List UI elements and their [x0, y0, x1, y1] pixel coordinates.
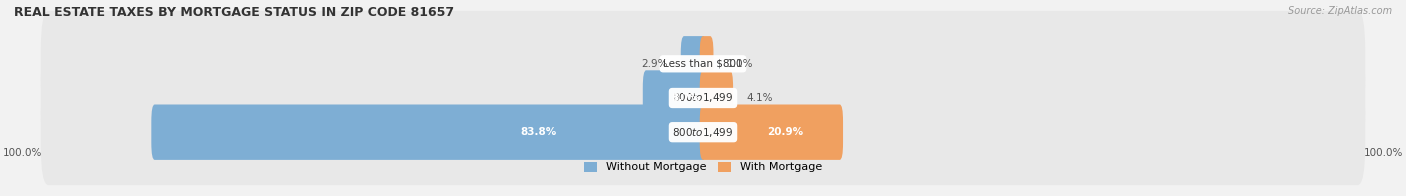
Text: Source: ZipAtlas.com: Source: ZipAtlas.com [1288, 6, 1392, 16]
Text: 83.8%: 83.8% [520, 127, 557, 137]
FancyBboxPatch shape [681, 36, 706, 92]
Text: 100.0%: 100.0% [1364, 148, 1403, 158]
Text: 20.9%: 20.9% [768, 127, 803, 137]
Text: 100.0%: 100.0% [3, 148, 42, 158]
FancyBboxPatch shape [700, 36, 713, 92]
Legend: Without Mortgage, With Mortgage: Without Mortgage, With Mortgage [583, 162, 823, 172]
FancyBboxPatch shape [643, 70, 706, 126]
FancyBboxPatch shape [700, 104, 844, 160]
Text: $800 to $1,499: $800 to $1,499 [672, 92, 734, 104]
FancyBboxPatch shape [41, 45, 1365, 151]
Text: 4.1%: 4.1% [747, 93, 773, 103]
Text: REAL ESTATE TAXES BY MORTGAGE STATUS IN ZIP CODE 81657: REAL ESTATE TAXES BY MORTGAGE STATUS IN … [14, 6, 454, 19]
Text: Less than $800: Less than $800 [664, 59, 742, 69]
FancyBboxPatch shape [152, 104, 706, 160]
FancyBboxPatch shape [41, 11, 1365, 117]
FancyBboxPatch shape [41, 79, 1365, 185]
FancyBboxPatch shape [700, 70, 733, 126]
Text: 2.9%: 2.9% [641, 59, 668, 69]
Text: 8.7%: 8.7% [671, 93, 700, 103]
Text: 1.1%: 1.1% [727, 59, 754, 69]
Text: $800 to $1,499: $800 to $1,499 [672, 126, 734, 139]
